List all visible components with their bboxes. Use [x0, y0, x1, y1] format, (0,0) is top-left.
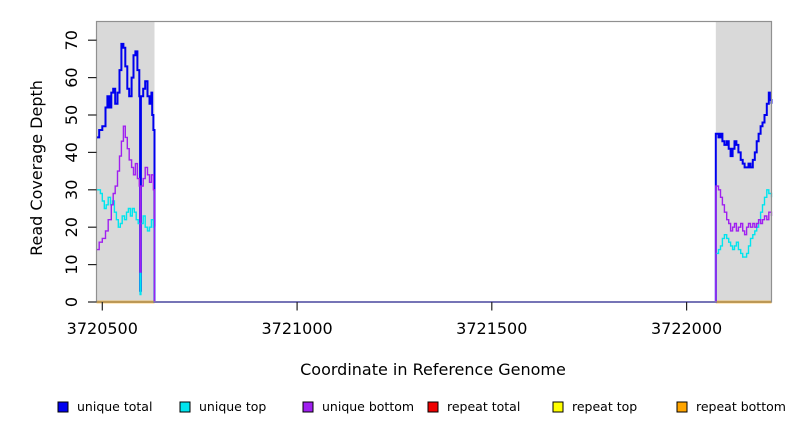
y-tick-label: 10	[62, 254, 81, 274]
legend-item-unique-total: unique total	[57, 399, 152, 414]
legend-label-unique-top: unique top	[199, 399, 266, 414]
y-axis: 0 10 20 30 40 50 60 70	[62, 30, 97, 307]
repeat-region-shading	[96, 21, 772, 302]
y-tick-label: 40	[62, 142, 81, 162]
x-tick-label: 3722000	[651, 319, 722, 338]
series-line-unique-bottom	[96, 125, 773, 303]
legend-swatch-unique-bottom	[302, 401, 314, 413]
y-axis-label: Read Coverage Depth	[27, 80, 46, 256]
legend-swatch-repeat-top	[552, 401, 564, 413]
legend: unique total unique top unique bottom repea…	[57, 399, 786, 414]
legend-label-repeat-total: repeat total	[447, 399, 520, 414]
series-line-unique-total	[96, 42, 773, 303]
legend-swatch-repeat-bottom	[676, 401, 688, 413]
legend-swatch-unique-top	[179, 401, 191, 413]
plot-border	[95, 20, 773, 303]
legend-item-repeat-total: repeat total	[427, 399, 520, 414]
legend-item-unique-bottom: unique bottom	[302, 399, 414, 414]
y-tick-label: 70	[62, 30, 81, 50]
legend-item-unique-top: unique top	[179, 399, 266, 414]
x-axis: 3720500 3721000 3721500 3722000	[67, 302, 722, 338]
legend-label-unique-total: unique total	[77, 399, 152, 414]
y-tick-label: 30	[62, 180, 81, 200]
legend-label-unique-bottom: unique bottom	[322, 399, 414, 414]
x-tick-label: 3720500	[67, 319, 138, 338]
repeat-region	[96, 21, 155, 302]
y-tick-label: 50	[62, 105, 81, 125]
series-lines	[96, 42, 773, 304]
legend-item-repeat-bottom: repeat bottom	[676, 399, 786, 414]
legend-label-repeat-bottom: repeat bottom	[696, 399, 786, 414]
y-tick-label: 0	[62, 297, 81, 307]
legend-swatch-repeat-total	[427, 401, 439, 413]
legend-swatch-unique-total	[57, 401, 69, 413]
y-tick-label: 60	[62, 67, 81, 87]
x-tick-label: 3721500	[456, 319, 527, 338]
legend-item-repeat-top: repeat top	[552, 399, 637, 414]
legend-label-repeat-top: repeat top	[572, 399, 637, 414]
series-line-unique-top	[96, 189, 773, 303]
x-axis-label: Coordinate in Reference Genome	[300, 360, 566, 379]
x-tick-label: 3721000	[261, 319, 332, 338]
y-tick-label: 20	[62, 217, 81, 237]
